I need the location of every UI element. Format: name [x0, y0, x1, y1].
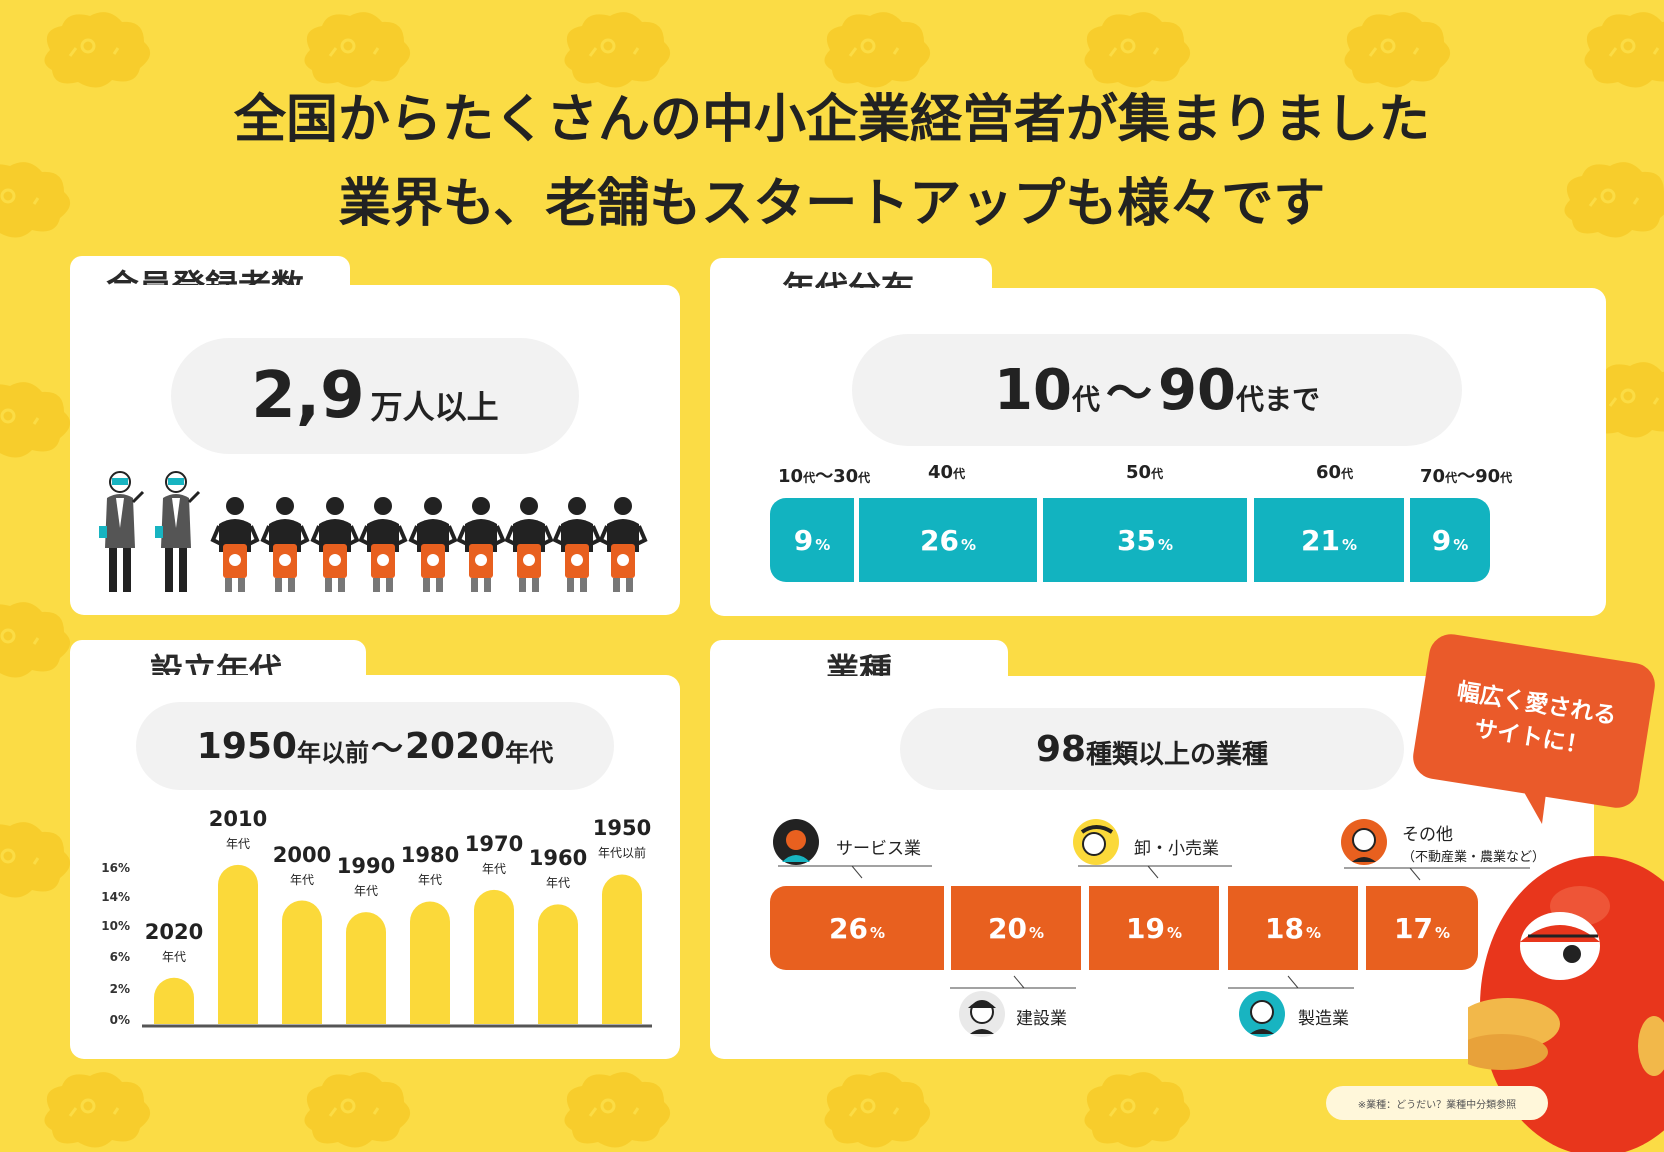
- age-segment-70-90: 9%: [1410, 498, 1490, 582]
- age-label-70-90: 70代〜90代: [1420, 466, 1513, 487]
- industry-label-other: その他: [1402, 825, 1453, 845]
- y-tick-14: 14%: [101, 890, 130, 904]
- founding-bar-year-2020: 2020: [144, 919, 204, 944]
- founding-bar-suffix-2000: 年代: [289, 872, 314, 887]
- industry-segment-retail: 19%: [1089, 886, 1219, 970]
- founding-bar-1990: [346, 912, 386, 1024]
- footnote: ※業種：どうだい？業種中分類参照: [1326, 1086, 1548, 1120]
- y-tick-6: 6%: [109, 950, 130, 964]
- founding-bar-1980: [410, 901, 450, 1024]
- founding-pill-before: 年以前: [296, 738, 369, 767]
- headline: 全国からたくさんの中小企業経営者が集まりました 業界も、老舗もスタートアップも様…: [0, 78, 1664, 246]
- founding-bar-year-1980: 1980: [400, 843, 460, 868]
- service-person-icon: [773, 819, 819, 865]
- manufacturing-person-icon: [1239, 991, 1285, 1037]
- founding-pill-nendai: 年代: [505, 738, 554, 767]
- age-segment-40: 26%: [859, 498, 1037, 582]
- age-segment-10-30: 9%: [770, 498, 854, 582]
- age-label-10-30: 10代〜30代: [778, 466, 871, 487]
- retail-person-icon: [1073, 819, 1119, 865]
- y-tick-10: 10%: [101, 919, 130, 933]
- founding-pill-tilde: 〜: [370, 729, 403, 767]
- age-segment-50: 35%: [1043, 498, 1247, 582]
- founding-bar-suffix-1960: 年代: [545, 876, 570, 891]
- founding-bar-chart: [142, 864, 652, 1028]
- manufacturing-leader-line: [1228, 975, 1354, 989]
- industry-segment-manufacturing: 18%: [1228, 886, 1358, 970]
- y-tick-0: 0%: [109, 1013, 130, 1027]
- founding-bar-label-1960: 1960 年代: [518, 846, 598, 891]
- founding-bar-label-2020: 2020 年代: [134, 920, 214, 965]
- industry-label-construction: 建設業: [1016, 1009, 1067, 1029]
- age-label-60: 60代: [1316, 462, 1354, 483]
- founding-bar-label-1950: 1950 年代以前: [582, 816, 662, 861]
- industry-pill: 98 種類以上の業種: [900, 708, 1404, 790]
- members-pill: 2,9 万人以上: [171, 338, 579, 454]
- founding-bar-year-2010: 2010: [208, 806, 268, 831]
- founding-pill-1950: 1950: [196, 725, 297, 767]
- industry-pill-98: 98: [1035, 728, 1087, 770]
- members-unit: 万人以上: [370, 388, 499, 426]
- y-tick-2: 2%: [109, 982, 130, 996]
- founding-pill: 1950 年以前 〜 2020 年代: [136, 702, 614, 790]
- founding-bar-suffix-1990: 年代: [353, 884, 378, 899]
- founding-pill-2020: 2020: [405, 725, 506, 767]
- industry-label-manufacturing: 製造業: [1298, 1009, 1349, 1029]
- industry-segment-construction: 20%: [951, 886, 1081, 970]
- headline-line1: 全国からたくさんの中小企業経営者が集まりました: [233, 90, 1430, 150]
- founding-bar-suffix-1970: 年代: [481, 861, 506, 876]
- ages-pill-dai1: 代: [1071, 383, 1100, 416]
- ages-pill: 10 代 〜 90 代まで: [852, 334, 1462, 446]
- founding-bar-label-1980: 1980 年代: [390, 843, 470, 888]
- retail-leader-line: [1078, 865, 1232, 879]
- founding-bar-label-2010: 2010 年代: [198, 807, 278, 852]
- other-person-icon: [1341, 819, 1387, 865]
- speech-bubble-tail: [1516, 778, 1548, 824]
- ages-pill-tilde: 〜: [1106, 366, 1152, 420]
- founding-bar-year-1950: 1950: [592, 816, 652, 841]
- founding-bar-suffix-1980: 年代: [417, 873, 442, 888]
- founding-bar-2020: [154, 977, 194, 1024]
- headline-line2: 業界も、老舗もスタートアップも様々です: [338, 174, 1326, 234]
- service-leader-line: [778, 865, 932, 879]
- founding-bar-year-1990: 1990: [336, 854, 396, 879]
- founding-bar-2000: [282, 900, 322, 1024]
- founding-bar-2010: [218, 864, 258, 1024]
- founding-bar-suffix-2020: 年代: [161, 949, 186, 964]
- industry-label-other-sub: （不動産業・農業など）: [1402, 850, 1546, 865]
- y-tick-16: 16%: [101, 861, 130, 875]
- construction-leader-line: [950, 975, 1076, 989]
- founding-bar-year-2000: 2000: [272, 842, 332, 867]
- founding-bar-1970: [474, 889, 514, 1024]
- founding-bar-suffix-1950: 年代以前: [597, 846, 646, 861]
- mascot-character: [1468, 856, 1664, 1152]
- ages-pill-to: 90: [1158, 357, 1236, 423]
- industry-pill-text: 種類以上の業種: [1086, 739, 1269, 770]
- industry-label-retail: 卸・小売業: [1134, 839, 1219, 859]
- founding-bar-suffix-2010: 年代: [225, 836, 250, 851]
- industry-segment-other: 17%: [1366, 886, 1478, 970]
- founding-bar-label-1990: 1990 年代: [326, 854, 406, 899]
- founding-bar-label-1970: 1970 年代: [454, 832, 534, 877]
- founding-bar-label-2000: 2000 年代: [262, 843, 342, 888]
- age-segment-60: 21%: [1254, 498, 1404, 582]
- industry-label-service: サービス業: [836, 839, 921, 859]
- founding-bar-1950: [602, 874, 642, 1024]
- members-people-illustration: [97, 470, 647, 592]
- members-value: 2,9: [251, 359, 365, 433]
- founding-bar-year-1970: 1970: [464, 831, 524, 856]
- founding-bar-1960: [538, 904, 578, 1024]
- age-label-50: 50代: [1126, 462, 1164, 483]
- ages-pill-from: 10: [994, 357, 1072, 423]
- industry-segment-service: 26%: [770, 886, 944, 970]
- founding-bar-year-1960: 1960: [528, 846, 588, 871]
- construction-person-icon: [959, 991, 1005, 1037]
- other-leader-line: [1344, 867, 1530, 881]
- age-label-40: 40代: [928, 462, 966, 483]
- ages-pill-dai2: 代まで: [1235, 383, 1320, 416]
